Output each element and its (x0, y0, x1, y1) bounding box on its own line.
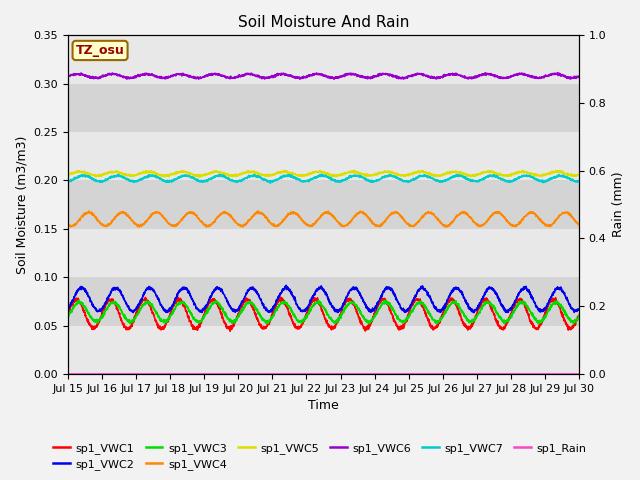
sp1_VWC5 (316, 168, 323, 173)
sp1_VWC3 (383, 298, 390, 303)
sp1_VWC4 (207, 222, 214, 228)
sp1_VWC4 (531, 210, 538, 216)
sp1_VWC4 (472, 221, 480, 227)
sp1_VWC7 (266, 180, 274, 186)
sp1_VWC3 (338, 311, 346, 317)
sp1_VWC7 (531, 176, 538, 181)
sp1_VWC6 (554, 70, 561, 75)
sp1_VWC3 (575, 313, 583, 319)
Line: sp1_VWC7: sp1_VWC7 (68, 174, 579, 183)
sp1_VWC6 (530, 74, 538, 80)
sp1_VWC3 (472, 316, 479, 322)
sp1_VWC4 (575, 221, 583, 227)
sp1_Rain (530, 371, 538, 377)
sp1_VWC7 (339, 177, 346, 183)
sp1_VWC5 (195, 174, 203, 180)
sp1_VWC2 (545, 300, 552, 306)
sp1_VWC4 (338, 223, 346, 229)
sp1_VWC7 (64, 180, 72, 185)
sp1_VWC2 (349, 286, 357, 291)
Line: sp1_VWC2: sp1_VWC2 (68, 285, 579, 312)
sp1_VWC4 (545, 223, 552, 229)
sp1_VWC1 (339, 308, 346, 313)
sp1_VWC1 (64, 309, 72, 315)
sp1_VWC3 (530, 315, 538, 321)
Line: sp1_VWC4: sp1_VWC4 (68, 211, 579, 227)
sp1_VWC2 (64, 307, 72, 312)
sp1_VWC4 (254, 208, 262, 214)
Bar (68, 132, 579, 180)
sp1_VWC1 (575, 312, 583, 318)
sp1_VWC1 (531, 323, 538, 329)
sp1_Rain (349, 371, 357, 377)
sp1_VWC3 (545, 309, 552, 314)
sp1_VWC5 (531, 171, 538, 177)
Bar (68, 180, 579, 229)
sp1_VWC7 (349, 173, 357, 179)
sp1_Rain (64, 371, 72, 377)
sp1_VWC6 (545, 73, 552, 79)
sp1_VWC1 (349, 300, 357, 306)
sp1_VWC3 (207, 303, 214, 309)
sp1_VWC2 (472, 308, 480, 314)
sp1_VWC1 (545, 301, 552, 307)
sp1_Rain (575, 371, 583, 377)
sp1_VWC1 (207, 299, 214, 304)
sp1_VWC3 (64, 313, 72, 319)
sp1_VWC4 (64, 222, 72, 228)
sp1_VWC1 (276, 294, 284, 300)
sp1_VWC7 (207, 176, 214, 181)
sp1_VWC5 (207, 171, 214, 177)
sp1_VWC4 (442, 224, 449, 230)
sp1_VWC2 (338, 303, 346, 309)
sp1_VWC6 (575, 73, 583, 79)
sp1_VWC3 (534, 321, 542, 327)
sp1_VWC3 (349, 300, 357, 305)
X-axis label: Time: Time (308, 399, 339, 412)
sp1_VWC2 (531, 299, 538, 305)
sp1_Rain (207, 371, 214, 377)
sp1_VWC2 (575, 306, 583, 312)
sp1_VWC6 (330, 76, 338, 82)
sp1_VWC4 (349, 215, 357, 221)
Bar (68, 84, 579, 132)
sp1_VWC6 (338, 73, 346, 79)
sp1_Rain (338, 371, 346, 377)
sp1_VWC6 (64, 74, 72, 80)
sp1_VWC5 (64, 172, 72, 178)
Text: TZ_osu: TZ_osu (76, 44, 124, 57)
sp1_VWC5 (349, 169, 357, 175)
sp1_VWC5 (339, 171, 346, 177)
sp1_VWC6 (349, 71, 357, 76)
Legend: sp1_VWC1, sp1_VWC2, sp1_VWC3, sp1_VWC4, sp1_VWC5, sp1_VWC6, sp1_VWC7, sp1_Rain: sp1_VWC1, sp1_VWC2, sp1_VWC3, sp1_VWC4, … (49, 438, 591, 474)
sp1_VWC5 (575, 172, 583, 178)
sp1_VWC1 (227, 328, 234, 334)
sp1_VWC5 (545, 171, 552, 177)
Y-axis label: Rain (mm): Rain (mm) (612, 172, 625, 238)
sp1_VWC7 (575, 178, 583, 184)
Y-axis label: Soil Moisture (m3/m3): Soil Moisture (m3/m3) (15, 135, 28, 274)
sp1_VWC6 (207, 72, 214, 78)
Line: sp1_VWC1: sp1_VWC1 (68, 297, 579, 331)
Title: Soil Moisture And Rain: Soil Moisture And Rain (238, 15, 409, 30)
sp1_VWC2 (282, 282, 290, 288)
Line: sp1_VWC5: sp1_VWC5 (68, 170, 579, 177)
Bar (68, 277, 579, 325)
sp1_Rain (472, 371, 479, 377)
Line: sp1_VWC6: sp1_VWC6 (68, 72, 579, 79)
Bar (68, 229, 579, 277)
sp1_Rain (544, 371, 552, 377)
sp1_VWC6 (472, 74, 479, 80)
Line: sp1_VWC3: sp1_VWC3 (68, 300, 579, 324)
sp1_VWC7 (545, 177, 552, 183)
sp1_VWC5 (472, 172, 480, 178)
Bar (68, 325, 579, 374)
sp1_VWC7 (472, 179, 480, 185)
sp1_VWC2 (207, 295, 214, 300)
Bar (68, 36, 579, 84)
sp1_VWC7 (317, 171, 325, 177)
sp1_VWC2 (470, 310, 477, 315)
sp1_VWC1 (472, 314, 480, 320)
